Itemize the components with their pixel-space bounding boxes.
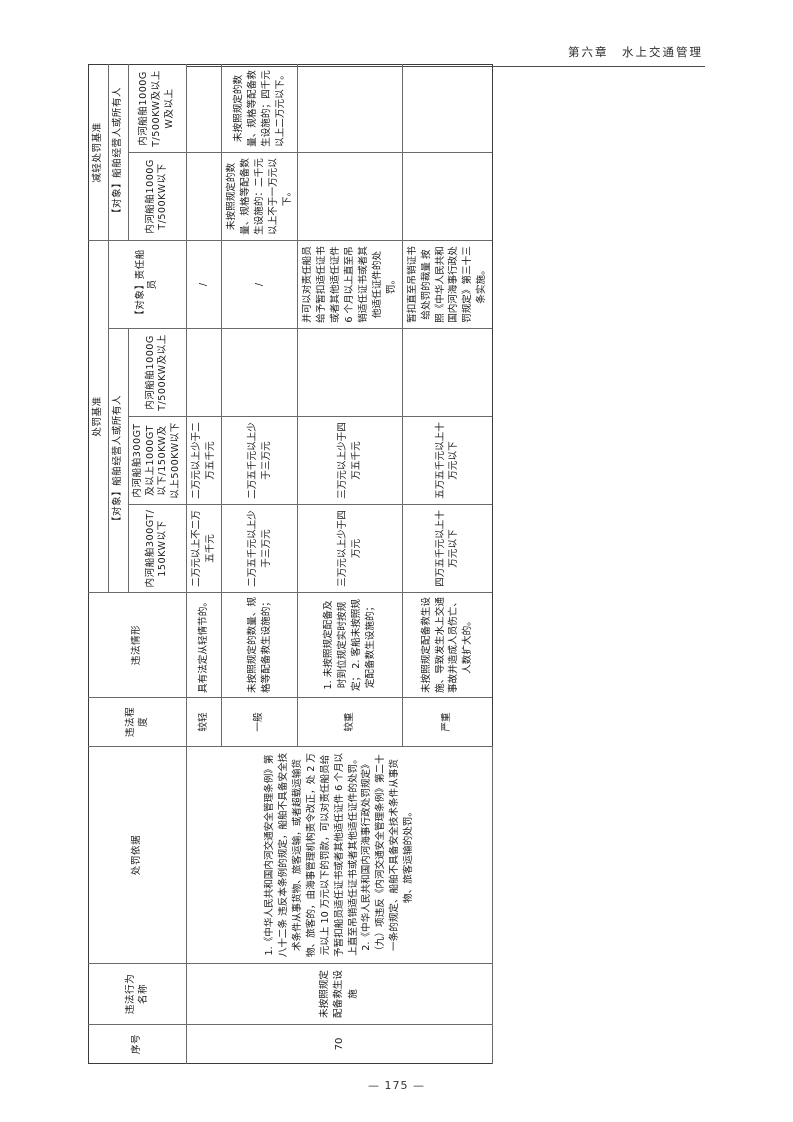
cell-case: 未按照规定的数量、规格等配备救生设施的； bbox=[221, 592, 298, 698]
col-header-case: 违法情形 bbox=[88, 592, 187, 698]
cell-degree: 较轻 bbox=[186, 697, 222, 747]
cell-p4: / bbox=[186, 240, 222, 329]
cell-name: 未按照规定配备救生设施 bbox=[186, 963, 493, 1025]
cell-case: 具有法定从轻情节的。 bbox=[186, 592, 222, 698]
cell-r2 bbox=[186, 64, 222, 153]
cell-p1: 三万元以上少于四万元 bbox=[297, 504, 403, 593]
cell-case: 未按照规定配备救生设施、导致发生水上交通事故并造成人员伤亡、人数扩大的。 bbox=[402, 592, 493, 698]
header-row-group: 序号 违法行为 名称 处罚依据 违法程度 违法情形 处罚基准 减轻处罚基准 bbox=[88, 64, 187, 1064]
cell-p1: 四万五千元以上十万元以下 bbox=[402, 504, 493, 593]
penalty-table: 序号 违法行为 名称 处罚依据 违法程度 违法情形 处罚基准 减轻处罚基准 【对… bbox=[88, 64, 493, 1064]
cell-degree: 严重 bbox=[402, 697, 493, 747]
col-header-r1: 内河船舶1000GT/500KW以下 bbox=[128, 152, 187, 241]
col-header-p2: 内河船舶300GT及以上1000GT以下/150KW及以上500KW以下 bbox=[128, 416, 187, 505]
cell-p4: / bbox=[221, 240, 298, 329]
cell-degree: 较重 bbox=[297, 697, 403, 747]
cell-degree: 一般 bbox=[221, 697, 298, 747]
cell-r1 bbox=[186, 152, 222, 241]
cell-r2: 未按照规定的数量、规格等配备救生设施的；四千元以上二万元以下。 bbox=[221, 64, 298, 153]
chapter-title: 第六章 水上交通管理 bbox=[568, 45, 703, 59]
cell-seq: 70 bbox=[186, 1024, 493, 1064]
cell-p3 bbox=[221, 328, 298, 417]
cell-p4: 暂扣直至吊销证书给处罚的裁量 按照《中华人民共和国内河海事行政处罚规定》第三十三… bbox=[402, 240, 493, 329]
cell-basis: 1.《中华人民共和国内河交通安全管理条例》第八十二条 违反本条例的规定，船舶不具… bbox=[186, 746, 493, 964]
cell-r2 bbox=[402, 64, 493, 153]
page-header: 第六章 水上交通管理 bbox=[88, 44, 705, 74]
cell-p2: 五万五千元以上十万元以下 bbox=[402, 416, 493, 505]
cell-p1: 二万元以上不二万五千元 bbox=[186, 504, 222, 593]
header-rule bbox=[88, 66, 705, 67]
col-header-degree: 违法程度 bbox=[88, 697, 187, 747]
group-header-mitigated: 减轻处罚基准 bbox=[88, 64, 109, 241]
cell-p2: 二万元以上少于二万五千元 bbox=[186, 416, 222, 505]
table-row: 70 未按照规定配备救生设施 1.《中华人民共和国内河交通安全管理条例》第八十二… bbox=[186, 64, 493, 1064]
cell-p3 bbox=[186, 328, 222, 417]
page-number: — 175 — bbox=[368, 1079, 425, 1092]
cell-p3 bbox=[402, 328, 493, 417]
col-header-p3: 内河船舶1000GT/500KW及以上 bbox=[128, 328, 187, 417]
penalty-table-wrapper: 序号 违法行为 名称 处罚依据 违法程度 违法情形 处罚基准 减轻处罚基准 【对… bbox=[88, 64, 493, 1064]
cell-p2: 三万元以上少于四万五千元 bbox=[297, 416, 403, 505]
cell-case: 1. 未按照规定配备及时到位规定实时按规定； 2. 客船未按照规定配备数生设施的… bbox=[297, 592, 403, 698]
table-body: 70 未按照规定配备救生设施 1.《中华人民共和国内河交通安全管理条例》第八十二… bbox=[186, 64, 493, 1064]
col-header-seq: 序号 bbox=[88, 1024, 187, 1064]
table-head: 序号 违法行为 名称 处罚依据 违法程度 违法情形 处罚基准 减轻处罚基准 【对… bbox=[88, 64, 187, 1064]
col-header-p1: 内河船舶300GT/150KW以下 bbox=[128, 504, 187, 593]
subject-header-operator: 【对象】船舶经营人或所有人 bbox=[108, 328, 129, 593]
cell-p2: 二万五千元以上少于三万元 bbox=[221, 416, 298, 505]
col-header-basis: 处罚依据 bbox=[88, 746, 187, 964]
subject-header-crew: 【对象】责任船员 bbox=[108, 240, 187, 329]
cell-p4: 并可以对责任船员给予暂扣适任证书或者其他适任证件 6 个月以上直至吊销适任证书或… bbox=[297, 240, 403, 329]
cell-r1: 未按照规定的数量、规格等配备数生设施的：二千元以上不于一万元以下。 bbox=[221, 152, 298, 241]
group-header-penalty: 处罚基准 bbox=[88, 240, 109, 593]
cell-r1 bbox=[402, 152, 493, 241]
cell-p3 bbox=[297, 328, 403, 417]
subject-header-mitigated-operator: 【对象】船舶经营人或所有人 bbox=[108, 64, 129, 241]
cell-r1 bbox=[297, 152, 403, 241]
col-header-r2: 内河船舶1000GT/500KW及以上W及以上 bbox=[128, 64, 187, 153]
cell-r2 bbox=[297, 64, 403, 153]
col-header-name: 违法行为 名称 bbox=[88, 963, 187, 1025]
cell-p1: 二万五千元以上少于三万元 bbox=[221, 504, 298, 593]
